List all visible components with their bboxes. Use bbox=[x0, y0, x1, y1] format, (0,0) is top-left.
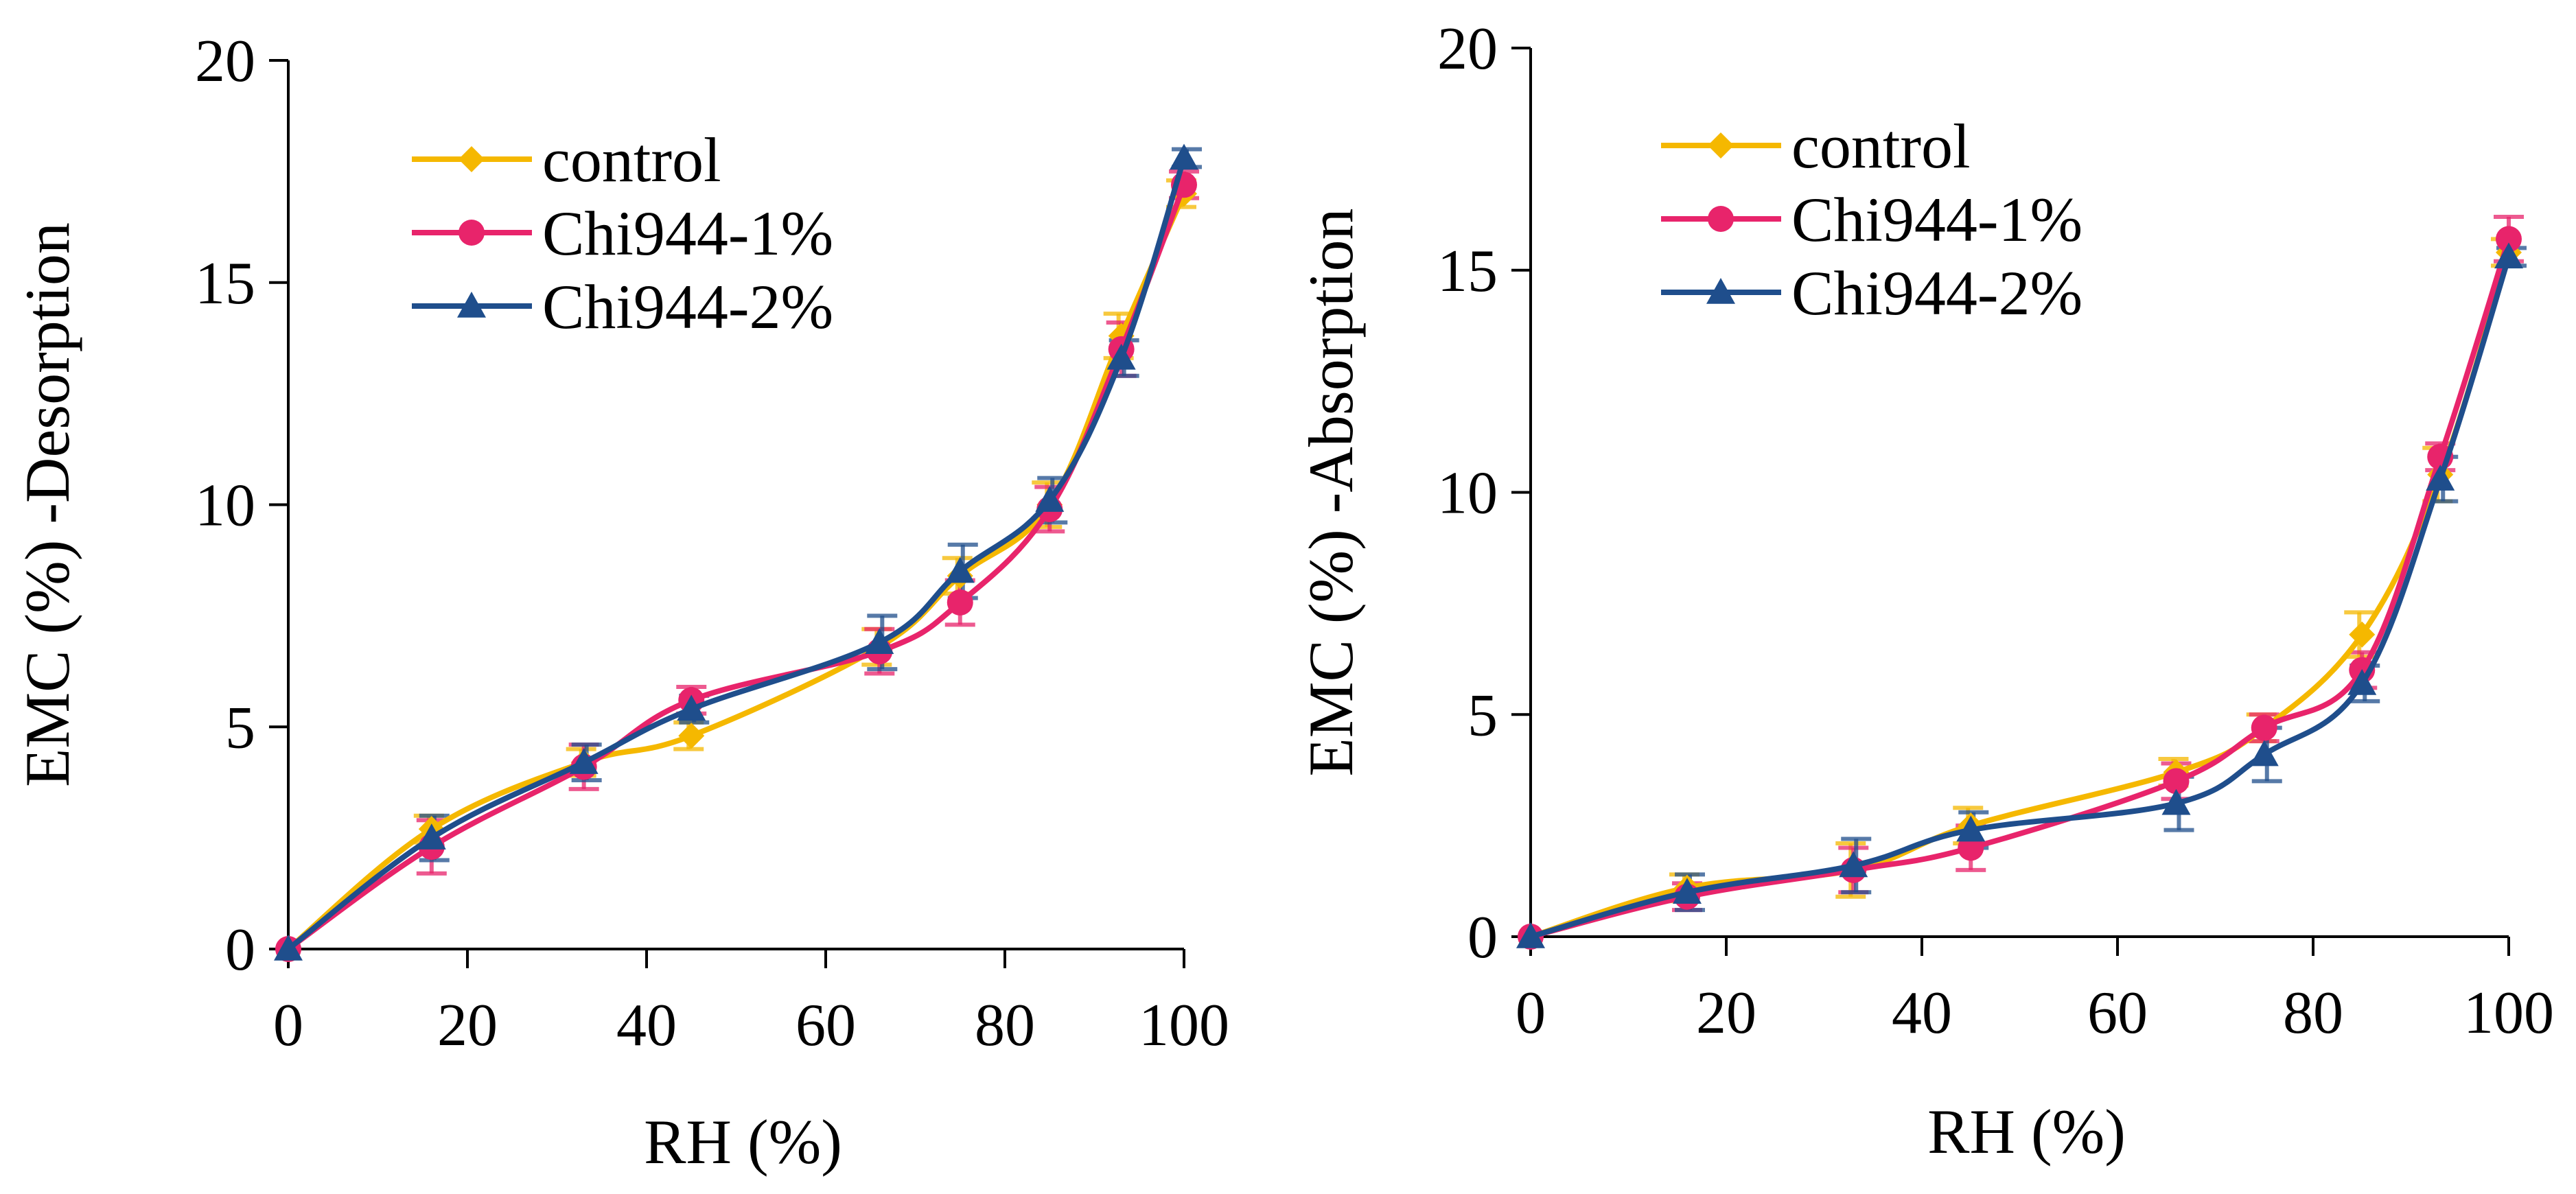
x-axis-title: RH (%) bbox=[644, 1107, 842, 1177]
error-bars-control bbox=[1669, 237, 2521, 904]
y-tick-label: 5 bbox=[225, 694, 255, 761]
data-point bbox=[417, 823, 446, 850]
legend-item-control: control bbox=[1661, 111, 1971, 181]
data-point bbox=[945, 557, 975, 583]
series-line bbox=[1530, 238, 2511, 939]
data-point bbox=[274, 935, 303, 961]
x-tick-label: 40 bbox=[616, 992, 677, 1059]
x-tick-label: 100 bbox=[1139, 992, 1229, 1059]
legend-item-Chi944-1%: Chi944-1% bbox=[412, 198, 833, 268]
legend-marker bbox=[457, 292, 486, 318]
legend-item-control: control bbox=[412, 125, 721, 195]
series-Chi944-2% bbox=[274, 143, 1198, 961]
data-point bbox=[678, 723, 705, 749]
legend-marker bbox=[1708, 132, 1734, 159]
data-point bbox=[1170, 143, 1198, 170]
y-tick-label: 20 bbox=[1437, 16, 1498, 82]
x-tick-label: 20 bbox=[437, 992, 498, 1059]
legend-item-Chi944-1%: Chi944-1% bbox=[1661, 185, 2082, 255]
series-control bbox=[1518, 239, 2522, 950]
data-point bbox=[569, 748, 599, 774]
data-point bbox=[947, 589, 973, 616]
chart-panel-1: 0 5 10 15 20 0 20 40 60 80 100 RH (%) EMC (%) -Desor… bbox=[12, 28, 1229, 1177]
series-Chi944-1% bbox=[1518, 226, 2522, 950]
legend-label: control bbox=[1791, 111, 1971, 181]
y-tick-label: 15 bbox=[195, 250, 255, 317]
data-point bbox=[865, 628, 894, 655]
x-tick-label: 20 bbox=[1696, 980, 1756, 1046]
y-tick-label: 0 bbox=[1467, 904, 1498, 971]
x-tick-label: 40 bbox=[1892, 980, 1952, 1046]
legend-label: control bbox=[542, 125, 721, 195]
legend-label: Chi944-1% bbox=[542, 198, 833, 268]
chart-panel-2: 0 5 10 15 20 0 20 40 60 80 100 RH (%) EMC (%) -Absor… bbox=[1296, 16, 2554, 1167]
y-tick-label: 5 bbox=[1467, 682, 1498, 749]
data-point bbox=[677, 694, 706, 721]
legend-item-Chi944-2%: Chi944-2% bbox=[412, 272, 833, 342]
data-point bbox=[2347, 668, 2377, 695]
data-point bbox=[2494, 242, 2523, 269]
data-point bbox=[1673, 878, 1702, 904]
x-tick-label: 0 bbox=[273, 992, 303, 1059]
y-axis-title: EMC (%) -Absorption bbox=[1296, 209, 1366, 777]
data-point bbox=[2426, 465, 2455, 491]
data-point bbox=[1956, 815, 1986, 842]
legend-item-Chi944-2%: Chi944-2% bbox=[1661, 258, 2082, 328]
data-point bbox=[2251, 714, 2277, 741]
data-point bbox=[1035, 486, 1065, 512]
data-point bbox=[1839, 851, 1868, 878]
y-axis-title: EMC (%) -Desorption bbox=[12, 222, 82, 787]
y-tick-label: 0 bbox=[225, 917, 255, 983]
x-axis-title: RH (%) bbox=[1927, 1097, 2126, 1167]
legend-label: Chi944-2% bbox=[1791, 258, 2082, 328]
legend-marker bbox=[459, 146, 485, 172]
x-tick-label: 60 bbox=[796, 992, 856, 1059]
data-point bbox=[1106, 343, 1136, 370]
data-point bbox=[2496, 226, 2522, 253]
data-point bbox=[1516, 922, 1545, 948]
y-tick-label: 20 bbox=[195, 28, 255, 95]
legend-label: Chi944-1% bbox=[1791, 185, 2082, 255]
y-tick-label: 15 bbox=[1437, 238, 1498, 305]
legend-marker bbox=[1706, 278, 1735, 304]
x-tick-label: 80 bbox=[2283, 980, 2343, 1046]
x-tick-label: 100 bbox=[2463, 980, 2554, 1046]
y-tick-label: 10 bbox=[195, 473, 255, 539]
x-tick-label: 80 bbox=[975, 992, 1035, 1059]
x-tick-label: 0 bbox=[1516, 980, 1546, 1046]
legend-marker bbox=[1708, 206, 1734, 232]
y-tick-label: 10 bbox=[1437, 460, 1498, 527]
data-point bbox=[2349, 621, 2376, 648]
data-point bbox=[2163, 768, 2190, 795]
x-tick-label: 60 bbox=[2087, 980, 2148, 1046]
legend-label: Chi944-2% bbox=[542, 272, 833, 342]
legend-marker bbox=[459, 220, 485, 246]
data-point bbox=[2249, 740, 2279, 766]
series-Chi944-2% bbox=[1516, 242, 2523, 948]
data-point bbox=[2161, 788, 2191, 815]
